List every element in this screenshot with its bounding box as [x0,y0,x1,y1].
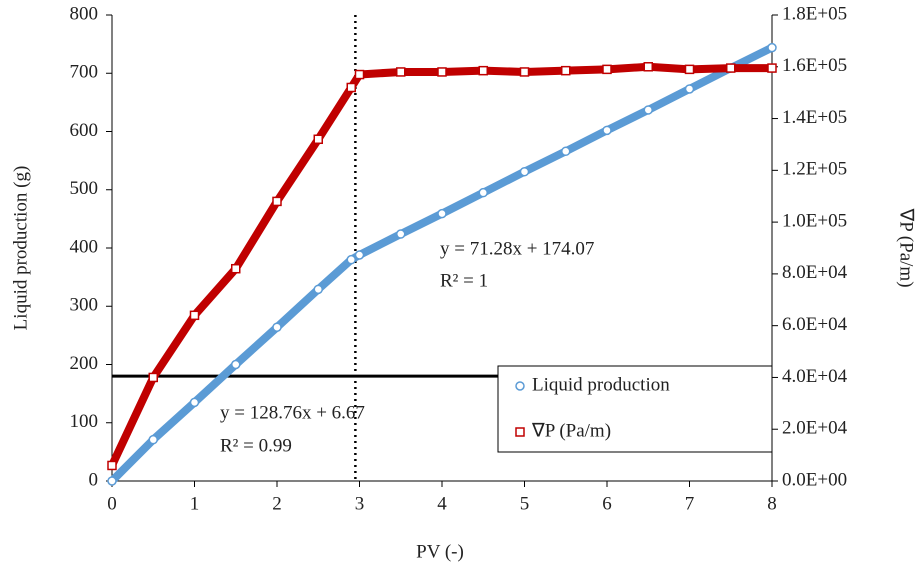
annotation: y = 71.28x + 174.07 [440,238,594,259]
marker [396,229,406,239]
y2-tick-label: 2.0E+04 [782,418,848,439]
marker [478,65,488,76]
marker [643,105,653,115]
y2-tick-label: 1.2E+05 [782,159,847,180]
marker [726,63,736,73]
y-tick-label: 300 [70,295,99,316]
y2-tick-label: 1.6E+05 [782,55,847,76]
y-tick-label: 800 [70,3,99,24]
marker [519,166,530,177]
marker [189,310,200,321]
marker [346,82,356,93]
legend-marker [515,427,525,437]
marker [561,65,571,76]
y2-tick-label: 1.4E+05 [782,107,847,128]
legend-label: Liquid production [532,374,670,395]
series-line [108,43,776,485]
x-tick-label: 5 [520,493,530,514]
marker [437,67,447,77]
marker [684,84,695,94]
y-tick-label: 500 [70,178,99,199]
y2-tick-label: 1.0E+05 [782,210,847,231]
marker [189,397,200,408]
legend-box [497,365,773,453]
x-tick-label: 8 [767,493,777,514]
y-tick-label: 700 [70,62,99,83]
y-tick-label: 600 [70,120,99,141]
marker [272,322,282,332]
marker [148,372,158,383]
x-tick-label: 7 [685,493,695,514]
y-tick-label: 400 [70,236,99,257]
y-tick-label: 0 [89,469,99,490]
marker [272,196,282,207]
x-tick-label: 2 [272,493,282,514]
y-tick-label: 100 [70,411,99,432]
legend-label: ∇P (Pa/m) [531,420,611,441]
annotation: R² = 1 [440,270,488,291]
x-tick-label: 3 [355,493,365,514]
marker [231,263,241,274]
marker [478,187,488,198]
x-tick-label: 6 [602,493,612,514]
marker [354,69,365,80]
x-tick-label: 0 [107,493,117,514]
marker [354,250,365,260]
series-line [108,62,776,470]
marker [107,460,117,471]
marker [602,125,612,136]
marker [602,64,612,75]
y2-tick-label: 8.0E+04 [782,262,848,283]
x-tick-label: 1 [190,493,200,514]
legend-marker [515,381,525,391]
marker [643,62,653,72]
marker [346,254,356,265]
marker [437,208,447,219]
marker [148,434,158,445]
x-axis-title: PV (-) [416,541,464,562]
x-tick-label: 4 [437,493,447,514]
annotation: y = 128.76x + 6.67 [220,402,365,423]
y2-tick-label: 6.0E+04 [782,314,848,335]
marker [313,134,323,145]
y2-tick-label: 0.0E+00 [782,469,847,490]
y-axis-title: Liquid production (g) [10,166,31,331]
marker [684,64,695,75]
marker [313,284,323,295]
y2-tick-label: 4.0E+04 [782,366,848,387]
y-tick-label: 200 [70,353,99,374]
annotation: R² = 0.99 [220,435,292,456]
marker [231,359,241,370]
marker [396,67,406,77]
marker [767,42,777,53]
y2-tick-label: 1.8E+05 [782,3,847,24]
marker [767,63,777,73]
marker [561,146,571,157]
marker [107,476,117,486]
y2-axis-title: ∇P (Pa/m) [896,207,917,287]
marker [519,67,530,77]
